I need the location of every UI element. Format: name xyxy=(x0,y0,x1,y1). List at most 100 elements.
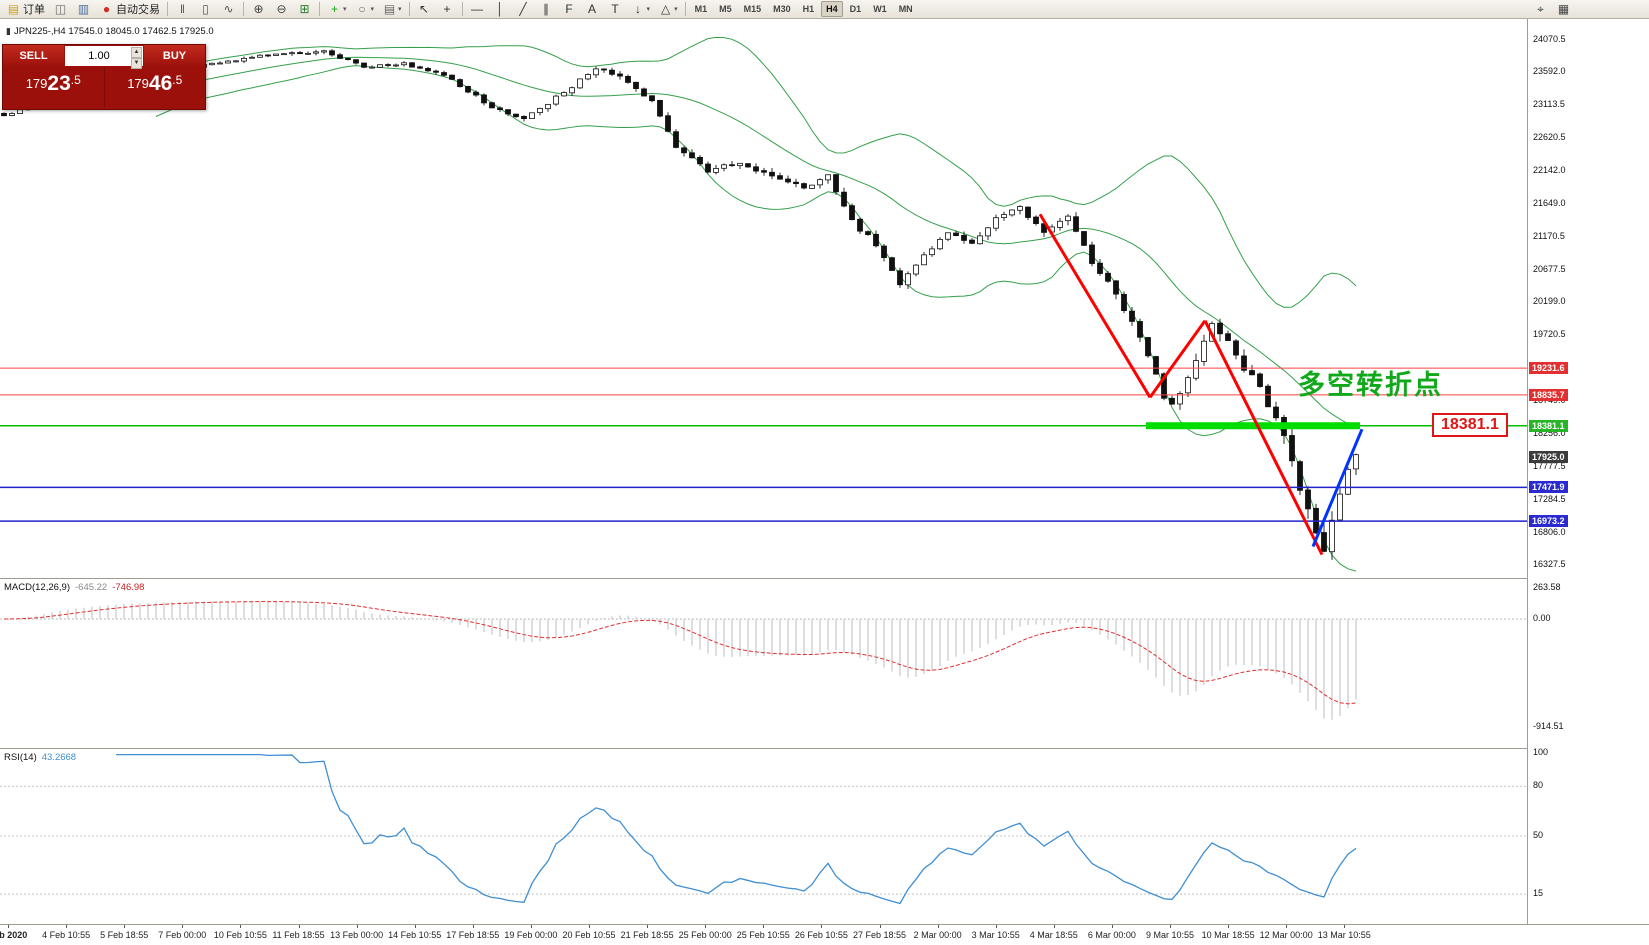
sell-button[interactable]: SELL xyxy=(3,45,64,67)
chart-canvas[interactable] xyxy=(0,0,1528,925)
time-label: 25 Feb 00:00 xyxy=(678,930,732,940)
print-button[interactable]: ▥ xyxy=(73,0,94,19)
chart-window-button[interactable]: ◫ xyxy=(50,0,71,19)
rsi-header: RSI(14) 43.2668 xyxy=(4,752,76,763)
grid-icon: ⊞ xyxy=(299,1,310,16)
time-label: 2 Mar 00:00 xyxy=(913,930,962,940)
autotrade-icon: ● xyxy=(102,1,111,16)
line-chart-button[interactable]: ∿ xyxy=(218,0,239,19)
vline-icon: │ xyxy=(496,1,504,16)
timeframe-h1-button[interactable]: H1 xyxy=(802,4,815,14)
zoom-out-button[interactable]: ⊖ xyxy=(271,0,292,19)
price-badge: 18835.7 xyxy=(1529,388,1568,401)
time-tick xyxy=(530,925,532,928)
trendline-button[interactable]: ╱ xyxy=(513,0,534,19)
time-tick xyxy=(1111,925,1113,928)
timeframe-h4-button[interactable]: H4 xyxy=(821,1,843,17)
autotrade-label: 自动交易 xyxy=(116,4,160,16)
time-tick xyxy=(879,925,881,928)
periods-button[interactable]: ○ ▾ xyxy=(352,0,378,19)
zoom-in-button[interactable]: ⊕ xyxy=(248,0,269,19)
label-icon: T xyxy=(611,1,619,16)
annotation-turning-point[interactable]: 多空转折点 xyxy=(1298,370,1443,400)
volume-down-button[interactable]: ▼ xyxy=(131,58,142,69)
price-tick-label: 21649.0 xyxy=(1533,198,1566,209)
timeframe-group: M1 M5 M15 M30 H1 H4 D1 W1 MN xyxy=(689,0,919,19)
macd-signal-value: -746.98 xyxy=(112,582,145,593)
time-tick xyxy=(472,925,474,928)
sell-price[interactable]: 179 23.5 xyxy=(3,67,105,107)
price-tick-label: 20677.5 xyxy=(1533,264,1566,275)
timeframe-d1-button[interactable]: D1 xyxy=(849,4,862,14)
bar-chart-icon: ‖ xyxy=(180,1,185,16)
templates-button[interactable]: ▤ ▾ xyxy=(379,0,405,19)
fibonacci-button[interactable]: F xyxy=(559,0,580,19)
support-zone xyxy=(1146,422,1360,430)
toolbar-group: ⌖ ▦ xyxy=(1529,0,1575,19)
text-button[interactable]: A xyxy=(582,0,603,19)
timeframe-m15-button[interactable]: M15 xyxy=(743,4,762,14)
hline-button[interactable]: — xyxy=(467,0,488,19)
arrows-button[interactable]: ↓ ▾ xyxy=(628,0,654,19)
time-label: 6 Mar 00:00 xyxy=(1087,930,1136,940)
layout-button[interactable]: ▦ xyxy=(1553,0,1574,19)
channel-button[interactable]: ∥ xyxy=(536,0,557,19)
toolbar-group: ‖ ▯ ∿ xyxy=(171,0,240,19)
label-button[interactable]: T xyxy=(605,0,626,19)
timeframe-m1-button[interactable]: M1 xyxy=(694,4,708,14)
chevron-down-icon[interactable]: ▾ xyxy=(398,6,402,13)
time-label: 25 Feb 10:55 xyxy=(736,930,790,940)
time-tick xyxy=(647,925,649,928)
cursor-button[interactable]: ↖ xyxy=(414,0,435,19)
shapes-button[interactable]: △ ▾ xyxy=(655,0,681,19)
price-digits: .5 xyxy=(70,73,81,87)
price-axis[interactable]: 24070.5 23592.0 23113.5 22620.5 22142.0 21649… xyxy=(1528,19,1649,924)
autotrade-button[interactable]: ● 自动交易 xyxy=(96,0,163,19)
timeframe-m5-button[interactable]: M5 xyxy=(719,4,732,14)
vline-button[interactable]: │ xyxy=(490,0,511,19)
buy-price[interactable]: 179 46.5 xyxy=(105,67,206,107)
timeframe-m30-button[interactable]: M30 xyxy=(773,4,791,14)
time-label: 4 Mar 18:55 xyxy=(1029,930,1078,940)
chart-ohlc-text: JPN225-,H4 17545.0 18045.0 17462.5 17925… xyxy=(13,26,214,37)
crosshair-button[interactable]: + xyxy=(437,0,458,19)
price-digits: 23 xyxy=(47,72,71,95)
chevron-down-icon[interactable]: ▾ xyxy=(343,6,347,13)
volume-input[interactable] xyxy=(65,49,143,63)
annotation-price-label[interactable]: 18381.1 xyxy=(1432,413,1508,437)
chevron-down-icon[interactable]: ▾ xyxy=(674,6,678,13)
chevron-down-icon[interactable]: ▾ xyxy=(646,6,651,13)
indicators-button[interactable]: + ▾ xyxy=(324,0,350,19)
zoom-out-icon: ⊖ xyxy=(276,1,287,16)
chevron-down-icon[interactable]: ▾ xyxy=(370,6,375,13)
trendline-icon: ╱ xyxy=(519,1,527,16)
time-label: 14 Feb 10:55 xyxy=(388,930,442,940)
timeframe-mn-button[interactable]: MN xyxy=(898,4,913,14)
toolbar: ▤ 订单 ◫ ▥ ● 自动交易 ‖ ▯ ∿ ⊕ ⊖ ⊞ + ▾ ○ ▾ ▤ ▾ ↖ + — │ ╱ ∥ F A T ↓ ▾ △ ▾ M1 M5 M… xyxy=(0,0,1649,19)
time-label: 4 Feb 10:55 xyxy=(42,930,91,940)
time-label: Feb 2020 xyxy=(0,930,28,940)
bar-chart-button[interactable]: ‖ xyxy=(172,0,193,19)
line-chart-icon: ∿ xyxy=(223,1,234,16)
search-button[interactable]: ⌖ xyxy=(1530,0,1551,19)
rsi-pane xyxy=(0,753,1528,905)
pane-separator-macd-rsi[interactable] xyxy=(0,748,1649,749)
volume-up-button[interactable]: ▲ xyxy=(131,47,142,58)
new-order-button[interactable]: ▤ 订单 xyxy=(3,0,48,19)
time-label: 10 Feb 10:55 xyxy=(213,930,267,940)
indicators-icon: + xyxy=(330,1,338,16)
candlestick-chart-button[interactable]: ▯ xyxy=(195,0,216,19)
time-tick xyxy=(124,925,126,928)
grid-button[interactable]: ⊞ xyxy=(294,0,315,19)
toolbar-group: — │ ╱ ∥ F A T ↓ ▾ △ ▾ xyxy=(466,0,682,19)
timeframe-w1-button[interactable]: W1 xyxy=(873,4,887,14)
time-tick xyxy=(1344,925,1346,928)
search-icon: ⌖ xyxy=(1537,1,1544,16)
time-label: 11 Feb 18:55 xyxy=(272,930,325,940)
price-tick-label: 22142.0 xyxy=(1533,164,1566,175)
buy-button[interactable]: BUY xyxy=(144,45,205,67)
time-axis[interactable]: Feb 2020 4 Feb 10:55 5 Feb 18:55 7 Feb 00:0… xyxy=(0,925,1528,945)
macd-pane xyxy=(0,601,1528,720)
pane-separator-main-macd[interactable] xyxy=(0,578,1649,579)
